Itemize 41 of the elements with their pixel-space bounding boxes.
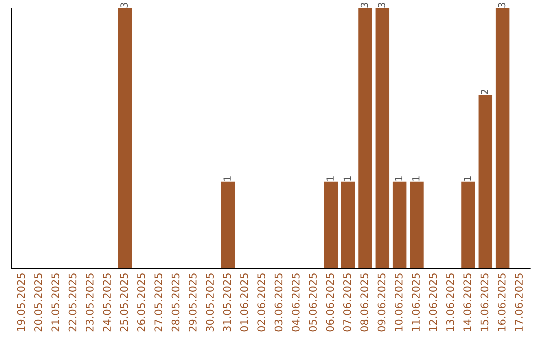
x-tick-label: 01.06.2025 [240, 274, 248, 332]
data-label: 2 [481, 90, 488, 94]
data-label: 3 [120, 3, 128, 8]
data-label: 1 [412, 176, 420, 181]
x-tick-label: 15.06.2025 [480, 274, 489, 332]
x-tick-label: 13.06.2025 [446, 274, 454, 332]
x-tick-label: 20.05.2025 [34, 274, 42, 332]
x-tick-label: 11.06.2025 [412, 274, 420, 332]
data-label: 1 [224, 176, 231, 181]
x-tick-label: 30.05.2025 [206, 274, 214, 332]
x-tick-label: 24.05.2025 [103, 274, 112, 332]
x-tick-label: 27.05.2025 [154, 274, 163, 332]
x-tick-label: 05.06.2025 [309, 274, 318, 332]
x-tick-label: 07.06.2025 [343, 274, 352, 332]
x-tick-label: 17.06.2025 [515, 274, 524, 332]
x-tick-label: 06.06.2025 [326, 274, 334, 332]
data-label: 1 [344, 176, 352, 181]
x-tick-label: 31.05.2025 [223, 274, 232, 332]
x-tick-label: 09.06.2025 [378, 274, 386, 332]
x-tick-label: 19.05.2025 [17, 274, 26, 332]
data-label: 1 [395, 176, 403, 181]
data-label: 3 [378, 3, 386, 8]
x-tick-label: 02.06.2025 [258, 274, 266, 332]
x-tick-label: 22.05.2025 [68, 274, 77, 332]
data-label: 1 [326, 176, 334, 181]
x-tick-label: 10.06.2025 [394, 274, 403, 332]
x-tick-label: 25.05.2025 [120, 274, 128, 332]
data-label: 1 [464, 176, 472, 181]
x-tick-label: 12.06.2025 [429, 274, 438, 332]
x-tick-label: 04.06.2025 [292, 274, 300, 332]
x-tick-label: 23.05.2025 [86, 274, 94, 332]
data-label: 3 [498, 3, 506, 8]
x-tick-label: 28.05.2025 [172, 274, 180, 332]
x-tick-label: 16.06.2025 [498, 274, 506, 332]
data-label: 3 [360, 3, 368, 8]
x-tick-label: 03.06.2025 [274, 274, 283, 332]
x-tick-label: 26.05.2025 [137, 274, 146, 332]
x-tick-label: 14.06.2025 [464, 274, 472, 332]
x-tick-label: 29.05.2025 [188, 274, 197, 332]
x-tick-label: 21.05.2025 [52, 274, 60, 332]
x-tick-label: 08.06.2025 [360, 274, 369, 332]
